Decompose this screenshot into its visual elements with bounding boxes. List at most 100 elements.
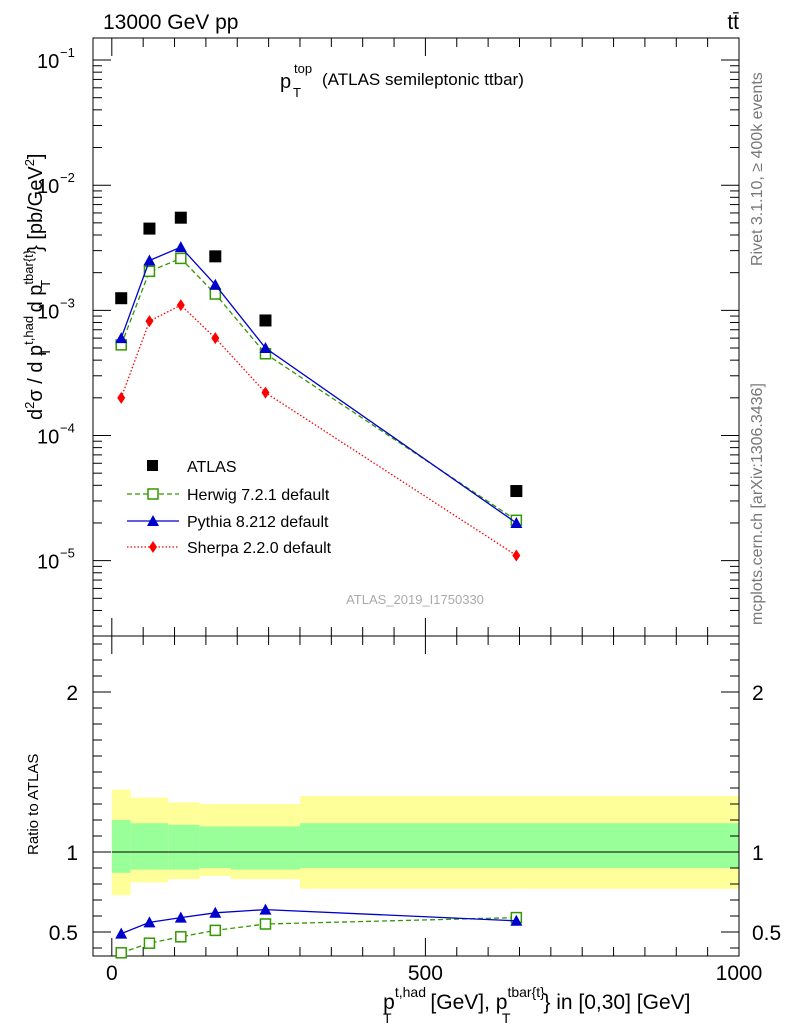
main-atlas-point [143, 222, 156, 235]
ratio-y-tick-label-right: 1 [752, 842, 764, 865]
ratio-y-tick-label-right: 0.5 [752, 922, 781, 945]
main-title-p: p [280, 71, 291, 93]
main-pythia-point [115, 332, 128, 344]
legend-marker-herwig [147, 488, 159, 500]
ratio-herwig-point [143, 937, 156, 949]
ratio-plot-frame [92, 635, 740, 957]
ylabel-part-1: 2 [22, 402, 37, 409]
ratio-band-inner [111, 820, 131, 873]
ratio-pythia-point [143, 916, 156, 928]
ratio-y-tick-label: 2 [66, 682, 78, 705]
main-pythia-point [259, 342, 272, 354]
ylabel-part-8: } [pb/GeV [25, 166, 47, 252]
ylabel-part-0: d [25, 409, 47, 420]
ylabel-part-4: T [38, 348, 53, 356]
main-title-sup: top [294, 61, 312, 76]
xlabel-part-5: T [502, 1010, 511, 1024]
legend-label-sherpa: Sherpa 2.2.0 default [187, 540, 332, 557]
ylabel-part-2: σ / d p [25, 345, 47, 402]
main-plot-layer: 10−110−210−310−410−5 [37, 37, 740, 637]
ylabel-part-6: tbar{t} [21, 249, 36, 284]
ratio-pythia-point [115, 927, 128, 939]
ylabel-part-10: ] [25, 154, 47, 160]
ratio-pythia-point [174, 911, 187, 923]
ylabel-part-9: 2 [22, 159, 37, 166]
main-title: p top T (ATLAS semileptonic ttbar) [280, 61, 524, 100]
x-tick-label: 1000 [716, 962, 763, 985]
xlabel-part-6: } in [0,30] [GeV] [543, 991, 690, 1014]
legend-label-atlas: ATLAS [187, 459, 237, 476]
ratio-band-inner [130, 823, 169, 870]
y-tick-label: 10 [37, 176, 59, 198]
main-atlas-point [209, 250, 222, 263]
legend-label-pythia: Pythia 8.212 default [187, 514, 329, 531]
main-pythia-point [209, 278, 222, 290]
main-pythia-point [510, 516, 523, 528]
mcplots-side-text: mcplots.cern.ch [arXiv:1306.3436] [749, 383, 766, 625]
xlabel-part-0: p [383, 991, 395, 1014]
y-tick-exponent: −2 [60, 170, 75, 185]
ratio-plot-layer: 0 500 1000 2 2 1 1 0.5 0.5 [49, 635, 781, 985]
main-sherpa-line [120, 304, 517, 557]
x-tick-label: 0 [106, 962, 118, 985]
main-herwig-point [143, 265, 156, 278]
main-title-rest: (ATLAS semileptonic ttbar) [322, 70, 524, 89]
ratio-y-tick-label-right: 2 [752, 682, 764, 705]
ratio-herwig-point [175, 931, 187, 943]
main-sherpa-point [512, 549, 521, 562]
legend-marker-atlas [147, 460, 158, 471]
ratio-pythia-point [209, 906, 222, 918]
main-herwig-point [175, 252, 187, 265]
main-pythia-line [120, 246, 517, 524]
y-tick-label: 10 [37, 301, 59, 323]
main-sherpa-point [261, 386, 270, 399]
ratio-pythia-point [510, 914, 523, 926]
y-tick-label: 10 [37, 51, 59, 73]
main-atlas-point [510, 485, 523, 498]
ratio-y-tick-label: 1 [66, 842, 78, 865]
y-tick-exponent: −3 [60, 295, 75, 310]
ratio-y-axis-label: Ratio to ATLAS [25, 754, 42, 855]
x-axis-label: pt,had T [GeV], ptbar{t} T} in [0,30] [GeV… [383, 984, 690, 1024]
y-tick-label: 10 [37, 426, 59, 448]
rivet-side-text: Rivet 3.1.10, ≥ 400k events [749, 72, 766, 266]
ratio-y-tick-label: 0.5 [49, 922, 78, 945]
xlabel-part-3: [GeV], p [425, 991, 508, 1014]
main-title-sub: T [293, 85, 301, 100]
main-y-axis-label: d2σ / d pt,hadT d ptbar{t} T} [pb/GeV2] [21, 154, 53, 421]
main-pythia-point [143, 254, 156, 266]
legend-item-sherpa: Sherpa 2.2.0 default [127, 540, 332, 557]
y-tick-label: 10 [37, 552, 59, 574]
main-sherpa-point [145, 315, 154, 328]
main-pythia-point [174, 241, 187, 253]
xlabel-part-4: tbar{t} [507, 984, 545, 1000]
ratio-band-inner [230, 826, 300, 870]
y-tick-exponent: −4 [60, 420, 75, 435]
xlabel-part-2: T [383, 1010, 392, 1024]
main-herwig-line [120, 257, 517, 521]
header-right-label: tt̄ [727, 11, 739, 34]
ratio-herwig-point [259, 918, 272, 930]
main-sherpa-point [117, 391, 126, 404]
ylabel-part-7: T [38, 280, 53, 288]
ratio-herwig-point [209, 924, 222, 937]
y-tick-exponent: −5 [60, 546, 75, 561]
main-sherpa-point [176, 299, 185, 312]
ratio-band-inner [168, 824, 200, 870]
legend-item-pythia: Pythia 8.212 default [127, 514, 329, 531]
ylabel-part-3: t,had [21, 316, 36, 345]
legend-marker-sherpa [149, 541, 157, 553]
ratio-pythia-line [120, 908, 517, 935]
ratio-band-inner [299, 823, 739, 868]
ylabel-part-5: d p [25, 285, 47, 318]
y-tick-exponent: −1 [60, 45, 75, 60]
ratio-herwig-point [115, 947, 127, 959]
analysis-watermark: ATLAS_2019_I1750330 [346, 592, 484, 607]
legend-item-herwig: Herwig 7.2.1 default [127, 487, 330, 504]
header-left-label: 13000 GeV pp [103, 11, 238, 34]
legend-marker-pythia [147, 515, 159, 526]
main-atlas-point [174, 211, 187, 224]
main-herwig-point [209, 288, 222, 300]
main-sherpa-point [211, 332, 220, 345]
main-atlas-point [115, 292, 128, 305]
